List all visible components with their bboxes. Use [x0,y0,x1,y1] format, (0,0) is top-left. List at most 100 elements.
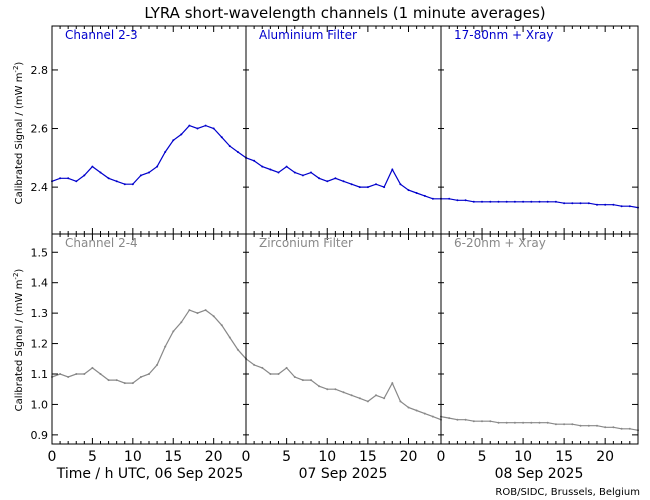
data-point [464,418,467,421]
data-point [513,200,516,203]
data-point [604,426,607,429]
data-point [407,406,410,409]
data-point [293,171,296,174]
data-point [269,168,272,171]
data-point [91,366,94,369]
data-point [554,200,557,203]
data-point [522,421,525,424]
data-point [285,366,288,369]
x-tick-label: 15 [359,449,377,465]
data-point [587,424,590,427]
y-tick-label: 1.5 [31,246,49,259]
data-point [620,427,623,430]
data-point [115,180,118,183]
data-point [596,203,598,206]
data-point [489,420,492,423]
data-point [261,165,264,168]
x-axis-label-day3: 08 Sep 2025 [495,466,584,482]
data-point [139,376,142,378]
data-point [253,363,256,366]
data-point [75,373,78,375]
y-tick-label: 2.6 [31,123,49,136]
data-point [99,373,102,375]
data-point [513,421,516,424]
data-point [99,171,102,174]
data-series-layer [51,124,639,432]
data-point [253,159,256,162]
data-point [481,420,483,423]
data-point [326,388,329,391]
data-point [204,309,207,312]
data-point [277,171,280,174]
data-point [472,200,475,203]
panel-label-r0-c2: 17-80nm + Xray [454,28,553,42]
data-point [310,171,312,174]
data-point [399,183,402,186]
y-tick-label: 1.1 [31,368,49,381]
data-point [123,183,126,186]
x-tick-label: 10 [514,449,532,465]
data-point [358,186,361,189]
data-point [431,415,434,418]
data-point [148,171,150,174]
data-point [67,376,70,378]
data-point [489,200,492,203]
data-point [620,205,623,208]
x-tick-label: 15 [164,449,182,465]
data-point [423,194,426,197]
data-point [188,309,191,312]
data-point [67,177,70,180]
data-point [391,382,394,385]
data-point [579,202,582,205]
data-point [350,394,353,397]
data-point [587,202,590,205]
data-point [497,200,500,203]
y-axis-label-bottom: Calibrated Signal / (mW m-2) [12,269,25,412]
x-axis-label-day2: 07 Sep 2025 [299,466,388,482]
panel-label-r1-c0: Channel 2-4 [65,236,138,250]
panel-label-r1-c2: 6-20nm + Xray [454,236,546,250]
data-point [505,200,508,203]
data-point [228,336,231,339]
x-tick-label: 5 [282,449,291,465]
data-point [612,203,615,206]
data-point [172,139,175,142]
x-tick-label: 5 [88,449,97,465]
data-point [522,200,525,203]
y-tick-label: 1.2 [31,338,49,351]
data-point [375,183,377,186]
data-point [301,174,304,177]
data-point [196,127,199,130]
x-tick-label: 0 [437,449,446,465]
data-point [464,199,467,202]
data-point [334,388,337,391]
data-point [172,330,175,333]
data-point [59,177,62,180]
x-tick-label: 20 [400,449,418,465]
data-point [204,124,207,127]
y-tick-label: 1.4 [31,277,49,290]
data-point [415,192,418,194]
data-point [310,379,312,382]
x-tick-label: 0 [242,449,251,465]
data-point [196,312,199,315]
data-point [131,183,134,186]
data-point [212,127,215,130]
data-point [131,382,134,385]
chart-title: LYRA short-wavelength channels (1 minute… [144,4,545,22]
data-point [293,376,296,378]
data-point [546,200,549,203]
data-point [334,177,337,180]
data-point [164,345,167,348]
panel-labels-layer: Channel 2-3 Aluminium Filter 17-80nm + Xra… [65,28,553,250]
y-tick-label: 0.9 [31,429,49,442]
data-point [261,366,264,369]
data-point [596,424,598,427]
data-point [180,133,183,136]
data-point [448,197,451,200]
panel-label-r0-c1: Aluminium Filter [259,28,357,42]
credit-text: ROB/SIDC, Brussels, Belgium [495,487,640,498]
y-tick-label: 1.0 [31,398,49,411]
data-point [188,124,191,127]
